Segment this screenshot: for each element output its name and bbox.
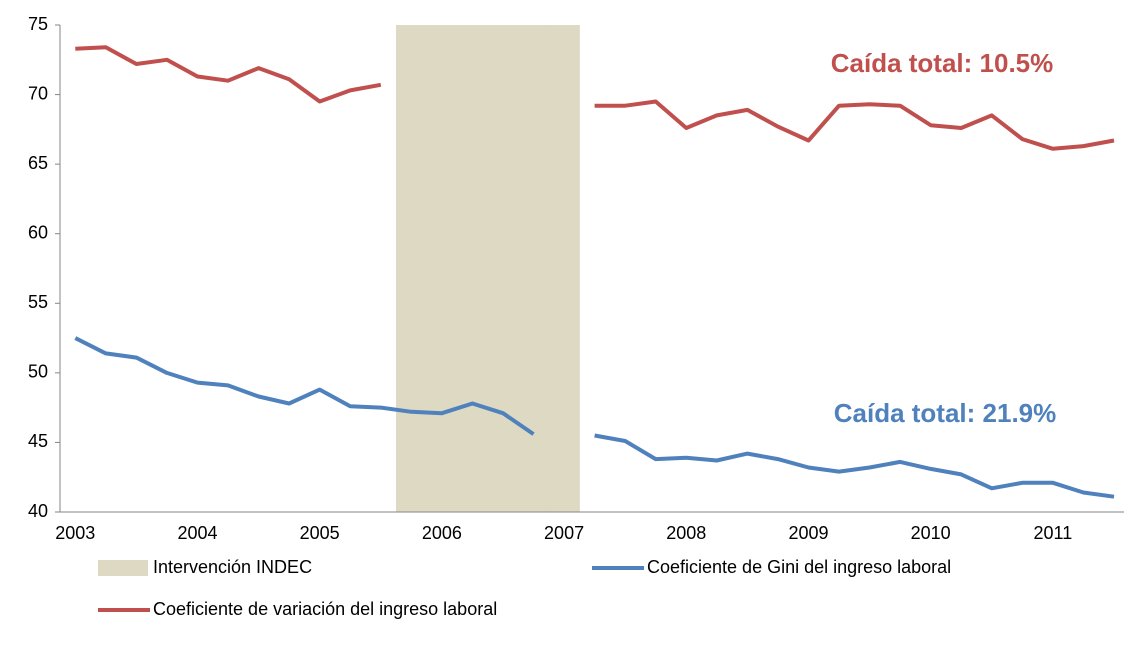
x-tick-label: 2007 (544, 523, 584, 543)
bar (487, 25, 519, 512)
bar (518, 25, 550, 512)
line-series (75, 45, 1115, 151)
bar (426, 25, 458, 512)
legend-swatch (98, 560, 148, 576)
bar (548, 25, 580, 512)
x-tick-label: 2009 (788, 523, 828, 543)
legend-label: Coeficiente de variación del ingreso lab… (153, 599, 497, 619)
x-tick-label: 2010 (911, 523, 951, 543)
y-tick-label: 50 (28, 362, 48, 382)
y-tick-label: 60 (28, 222, 48, 242)
annotation: Caída total: 21.9% (834, 398, 1057, 428)
bar (396, 25, 428, 512)
y-tick-label: 70 (28, 83, 48, 103)
line-series (74, 336, 1115, 499)
y-tick-label: 65 (28, 153, 48, 173)
legend-label: Coeficiente de Gini del ingreso laboral (647, 557, 951, 577)
x-tick-label: 2008 (666, 523, 706, 543)
y-tick-label: 40 (28, 501, 48, 521)
annotation: Caída total: 10.5% (831, 48, 1054, 78)
x-tick-label: 2004 (177, 523, 217, 543)
x-tick-label: 2011 (1034, 523, 1073, 543)
x-tick-label: 2005 (300, 523, 340, 543)
bar (457, 25, 489, 512)
x-tick-label: 2003 (55, 523, 95, 543)
y-tick-label: 75 (28, 14, 48, 34)
y-tick-label: 45 (28, 431, 48, 451)
y-tick-label: 55 (28, 292, 48, 312)
x-tick-label: 2006 (422, 523, 462, 543)
legend-label: Intervención INDEC (153, 557, 312, 577)
